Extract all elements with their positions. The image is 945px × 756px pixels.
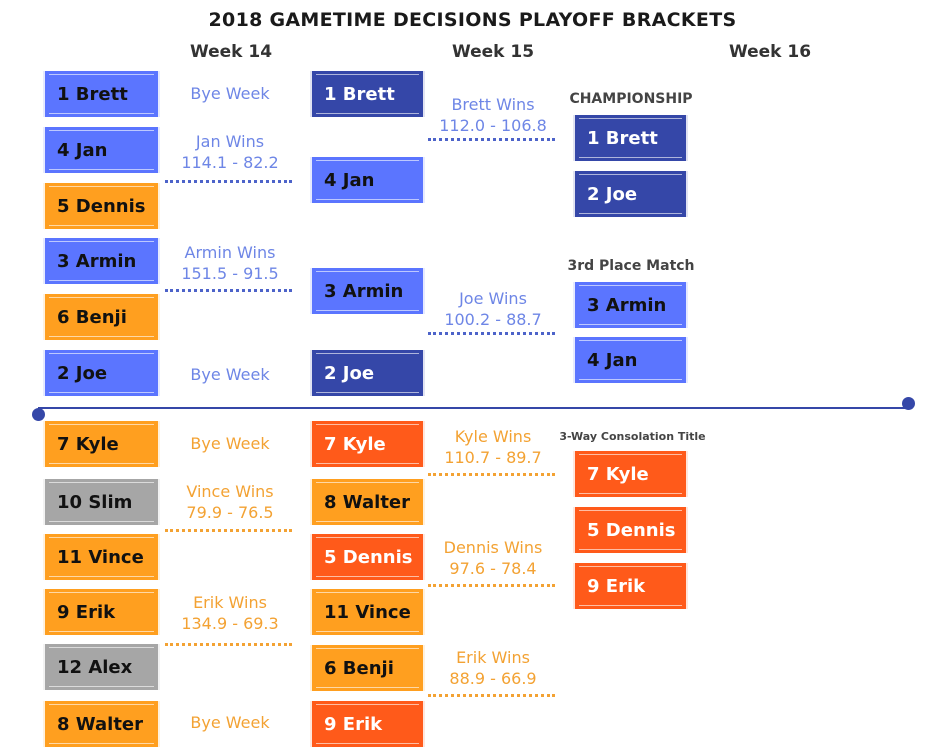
result-connector	[428, 694, 555, 697]
team-box: 6 Benji	[43, 294, 160, 340]
result-label: Bye Week	[190, 713, 270, 732]
result-connector	[428, 138, 555, 141]
result-label: Jan Wins 114.1 - 82.2	[181, 132, 279, 172]
team-box: 5 Dennis	[43, 183, 160, 229]
team-box: 2 Joe	[310, 350, 425, 396]
team-box: 10 Slim	[43, 479, 160, 525]
result-connector	[165, 643, 292, 646]
result-label: Armin Wins 151.5 - 91.5	[181, 243, 279, 283]
result-connector	[428, 473, 555, 476]
team-box: 3 Armin	[310, 268, 425, 314]
team-box: 6 Benji	[310, 645, 425, 691]
team-box: 9 Erik	[310, 701, 425, 747]
result-connector	[165, 180, 292, 183]
third-place-label: 3rd Place Match	[567, 258, 695, 274]
team-box: 5 Dennis	[573, 507, 688, 553]
result-label: Joe Wins 100.2 - 88.7	[444, 289, 542, 329]
team-box: 9 Erik	[43, 589, 160, 635]
result-label: Erik Wins 88.9 - 66.9	[449, 648, 537, 688]
team-box: 11 Vince	[43, 534, 160, 580]
page-title: 2018 GAMETIME DECISIONS PLAYOFF BRACKETS	[208, 9, 737, 31]
result-label: Bye Week	[190, 434, 270, 453]
result-label: Brett Wins 112.0 - 106.8	[439, 95, 547, 135]
result-connector	[165, 289, 292, 292]
team-box: 2 Joe	[43, 350, 160, 396]
result-connector	[165, 529, 292, 532]
team-box: 12 Alex	[43, 644, 160, 690]
team-box: 7 Kyle	[573, 451, 688, 497]
result-connector	[428, 584, 555, 587]
team-box: 7 Kyle	[310, 421, 425, 467]
team-box: 7 Kyle	[43, 421, 160, 467]
team-box: 1 Brett	[573, 115, 688, 161]
week-14-header: Week 14	[189, 42, 273, 62]
divider-end-knob	[902, 397, 915, 410]
championship-label: CHAMPIONSHIP	[569, 91, 693, 107]
team-box: 1 Brett	[43, 71, 160, 117]
team-box: 5 Dennis	[310, 534, 425, 580]
result-label: Bye Week	[190, 84, 270, 103]
result-label: Erik Wins 134.9 - 69.3	[181, 593, 279, 633]
consolation-title-label: 3-Way Consolation Title	[559, 430, 706, 443]
divider-end-knob	[32, 408, 45, 421]
result-connector	[428, 332, 555, 335]
team-box: 4 Jan	[573, 337, 688, 383]
team-box: 8 Walter	[310, 479, 425, 525]
team-box: 1 Brett	[310, 71, 425, 117]
week-15-header: Week 15	[451, 42, 535, 62]
team-box: 3 Armin	[43, 238, 160, 284]
team-box: 4 Jan	[43, 127, 160, 173]
result-label: Kyle Wins 110.7 - 89.7	[444, 427, 542, 467]
week-16-header: Week 16	[728, 42, 812, 62]
team-box: 8 Walter	[43, 701, 160, 747]
result-label: Dennis Wins 97.6 - 78.4	[443, 538, 543, 578]
team-box: 9 Erik	[573, 563, 688, 609]
team-box: 11 Vince	[310, 589, 425, 635]
team-box: 4 Jan	[310, 157, 425, 203]
team-box: 3 Armin	[573, 282, 688, 328]
result-label: Bye Week	[190, 365, 270, 384]
section-divider	[38, 407, 908, 409]
result-label: Vince Wins 79.9 - 76.5	[186, 482, 274, 522]
team-box: 2 Joe	[573, 171, 688, 217]
